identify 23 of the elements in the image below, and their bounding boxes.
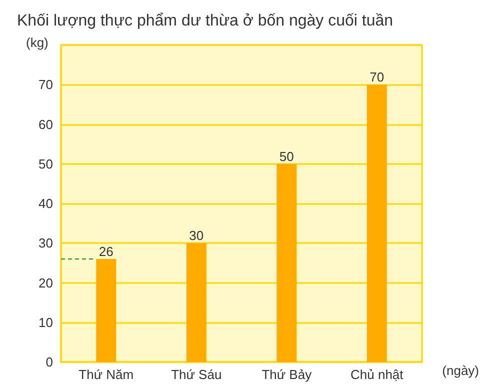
y-tick-label: 70	[38, 77, 53, 92]
x-tick-label: Thứ Sáu	[171, 367, 222, 382]
y-tick-label: 30	[38, 236, 53, 251]
bar	[186, 243, 206, 362]
bar	[276, 164, 297, 362]
data-label: 50	[279, 148, 294, 164]
y-tick-label: 60	[38, 116, 53, 132]
y-axis-title: (kg)	[26, 35, 48, 50]
y-tick-label: 40	[38, 196, 53, 211]
data-label: 26	[98, 244, 114, 259]
x-tick-label: Thứ Năm	[78, 367, 134, 382]
y-tick-label: 10	[38, 314, 53, 330]
bar	[366, 84, 387, 362]
y-tick-label: 20	[38, 275, 53, 290]
x-axis-title: (ngày)	[442, 363, 480, 378]
chart-title: Khối lượng thực phẩm dư thừa ở bốn ngày cuối tuần	[17, 12, 394, 30]
data-label: 70	[370, 70, 384, 85]
data-label: 30	[189, 228, 204, 244]
x-tick-label: Thứ Bảy	[262, 367, 312, 382]
y-tick-label: 0	[46, 354, 53, 370]
bar	[96, 258, 116, 362]
y-tick-label: 50	[38, 156, 53, 172]
x-tick-label: Chủ nhật	[350, 367, 404, 382]
